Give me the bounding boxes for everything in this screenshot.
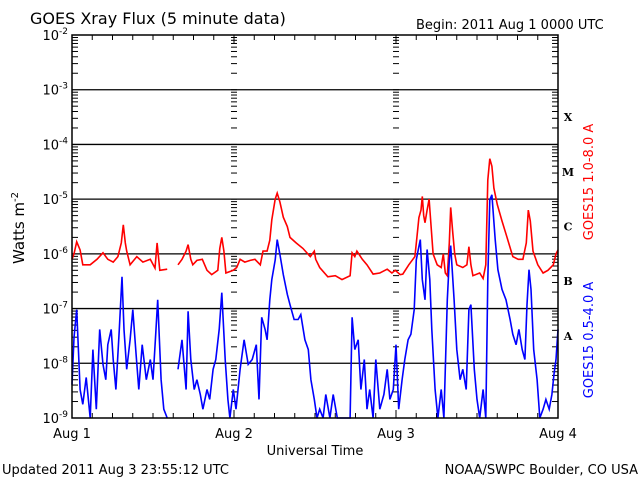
y-tick-label-exponent: -3	[59, 82, 68, 92]
updated-timestamp: Updated 2011 Aug 3 23:55:12 UTC	[2, 463, 229, 478]
flare-class-label: C	[564, 221, 573, 234]
flare-class-label: A	[563, 330, 573, 343]
plot-frame	[71, 34, 559, 419]
y-axis-label-exponent: -2	[10, 192, 21, 202]
y-tick-label-exponent: -8	[59, 355, 68, 365]
y-tick-label: 10-9	[42, 410, 68, 427]
y-tick-label-base: 10	[42, 138, 59, 153]
y-tick-label-base: 10	[42, 357, 59, 372]
y-axis-label-text: Watts m	[10, 202, 28, 264]
grid	[72, 37, 558, 419]
series-line-long-channel	[71, 158, 559, 281]
y-tick-label: 10-6	[42, 246, 68, 263]
x-axis-label: Universal Time	[267, 444, 364, 459]
series-lines	[71, 158, 559, 419]
y-tick-label: 10-2	[42, 27, 68, 44]
legend-entry: GOES15 1.0-8.0 A	[582, 124, 597, 241]
y-tick-label-exponent: -5	[59, 191, 68, 201]
flare-class-label: M	[562, 166, 574, 179]
y-tick-label-base: 10	[42, 193, 59, 208]
y-tick-label-base: 10	[42, 412, 59, 427]
legend: GOES15 1.0-8.0 A GOES15 0.5-4.0 A	[582, 124, 597, 399]
begin-label: Begin: 2011 Aug 1 0000 UTC	[416, 18, 604, 33]
y-tick-label-base: 10	[42, 29, 59, 44]
y-tick-label: 10-8	[42, 355, 68, 372]
axis-ticks	[71, 35, 559, 418]
y-tick-label-base: 10	[42, 303, 59, 318]
y-tick-label-exponent: -9	[59, 410, 68, 420]
flare-class-label: B	[563, 275, 572, 288]
y-tick-label: 10-4	[42, 136, 68, 153]
y-axis-label: Watts m-2	[10, 192, 28, 264]
x-tick-label: Aug 4	[539, 427, 577, 442]
y-tick-label-base: 10	[42, 248, 59, 263]
x-tick-label: Aug 2	[215, 427, 253, 442]
y-tick-label-exponent: -4	[59, 136, 68, 146]
y-tick-label-exponent: -2	[59, 27, 68, 37]
y-tick-label-exponent: -7	[59, 301, 68, 311]
credit-label: NOAA/SWPC Boulder, CO USA	[445, 463, 638, 478]
x-tick-label: Aug 3	[377, 427, 415, 442]
y-tick-label-exponent: -6	[59, 246, 68, 256]
x-tick-label: Aug 1	[53, 427, 91, 442]
y-tick-label: 10-5	[42, 191, 68, 208]
legend-entry: GOES15 0.5-4.0 A	[582, 282, 597, 399]
flare-class-label: X	[564, 111, 573, 124]
y-tick-label: 10-3	[42, 82, 68, 99]
y-tick-label-base: 10	[42, 84, 59, 99]
chart-title: GOES Xray Flux (5 minute data)	[30, 9, 286, 28]
series-line-short-channel	[71, 194, 559, 419]
y-tick-label: 10-7	[42, 301, 68, 318]
